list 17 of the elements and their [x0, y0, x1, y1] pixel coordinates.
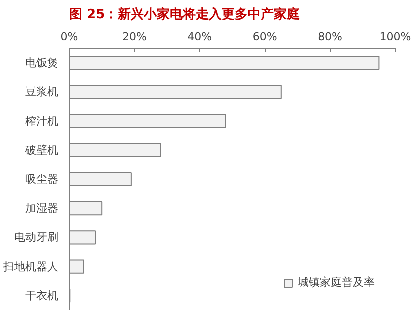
y-tick-label: 榨汁机: [26, 114, 58, 128]
y-tick-label: 吸尘器: [26, 173, 58, 186]
x-tick-label: 20%: [122, 30, 147, 44]
y-tick-label: 扫地机器人: [2, 260, 58, 274]
x-tick-label: 100%: [380, 30, 412, 44]
x-tick-label: 60%: [252, 30, 278, 44]
y-tick-label: 电动牙刷: [14, 231, 58, 244]
x-tick-label: 0%: [60, 30, 78, 44]
x-tick-label: 80%: [318, 30, 343, 44]
y-tick-label: 电饭煲: [26, 56, 58, 70]
x-tick-label: 40%: [188, 30, 212, 44]
y-tick-label: 加湿器: [26, 202, 58, 216]
chart-title: 图 25：新兴小家电将走入更多中产家庭: [70, 6, 300, 22]
legend-label: 城镇家庭普及率: [298, 275, 375, 290]
y-tick-label: 破壁机: [24, 144, 58, 157]
y-tick-label: 干衣机: [26, 289, 58, 302]
y-tick-label: 豆浆机: [26, 86, 58, 99]
